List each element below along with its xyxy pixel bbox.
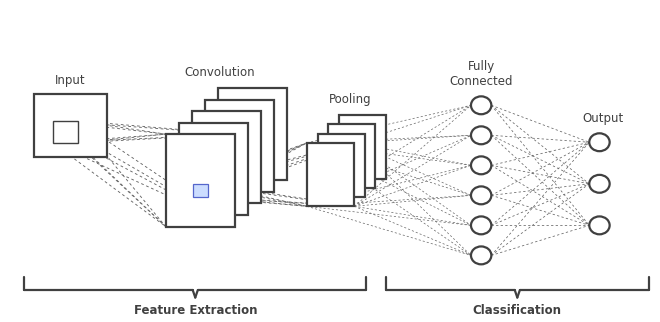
Circle shape (589, 175, 610, 193)
Text: Convolution: Convolution (185, 66, 255, 79)
Bar (339, 115, 386, 179)
Bar (317, 134, 365, 197)
Circle shape (471, 216, 491, 234)
Bar (34, 94, 106, 157)
Text: Output: Output (582, 112, 624, 125)
Text: Pooling: Pooling (329, 93, 371, 107)
Bar (53, 121, 78, 143)
Bar (307, 143, 354, 206)
Text: Fully
Connected: Fully Connected (449, 60, 513, 88)
Bar (193, 184, 208, 196)
Bar (179, 123, 248, 215)
Circle shape (471, 186, 491, 204)
Bar (328, 124, 376, 188)
Circle shape (589, 133, 610, 151)
Text: Classification: Classification (473, 304, 562, 317)
Circle shape (471, 156, 491, 174)
Circle shape (471, 126, 491, 144)
Bar (218, 88, 287, 180)
Circle shape (471, 246, 491, 264)
Bar (192, 111, 261, 204)
Circle shape (471, 96, 491, 114)
Text: Feature Extraction: Feature Extraction (133, 304, 257, 317)
Text: Input: Input (55, 74, 86, 87)
Bar (205, 99, 274, 192)
Bar (166, 134, 235, 226)
Circle shape (589, 216, 610, 234)
